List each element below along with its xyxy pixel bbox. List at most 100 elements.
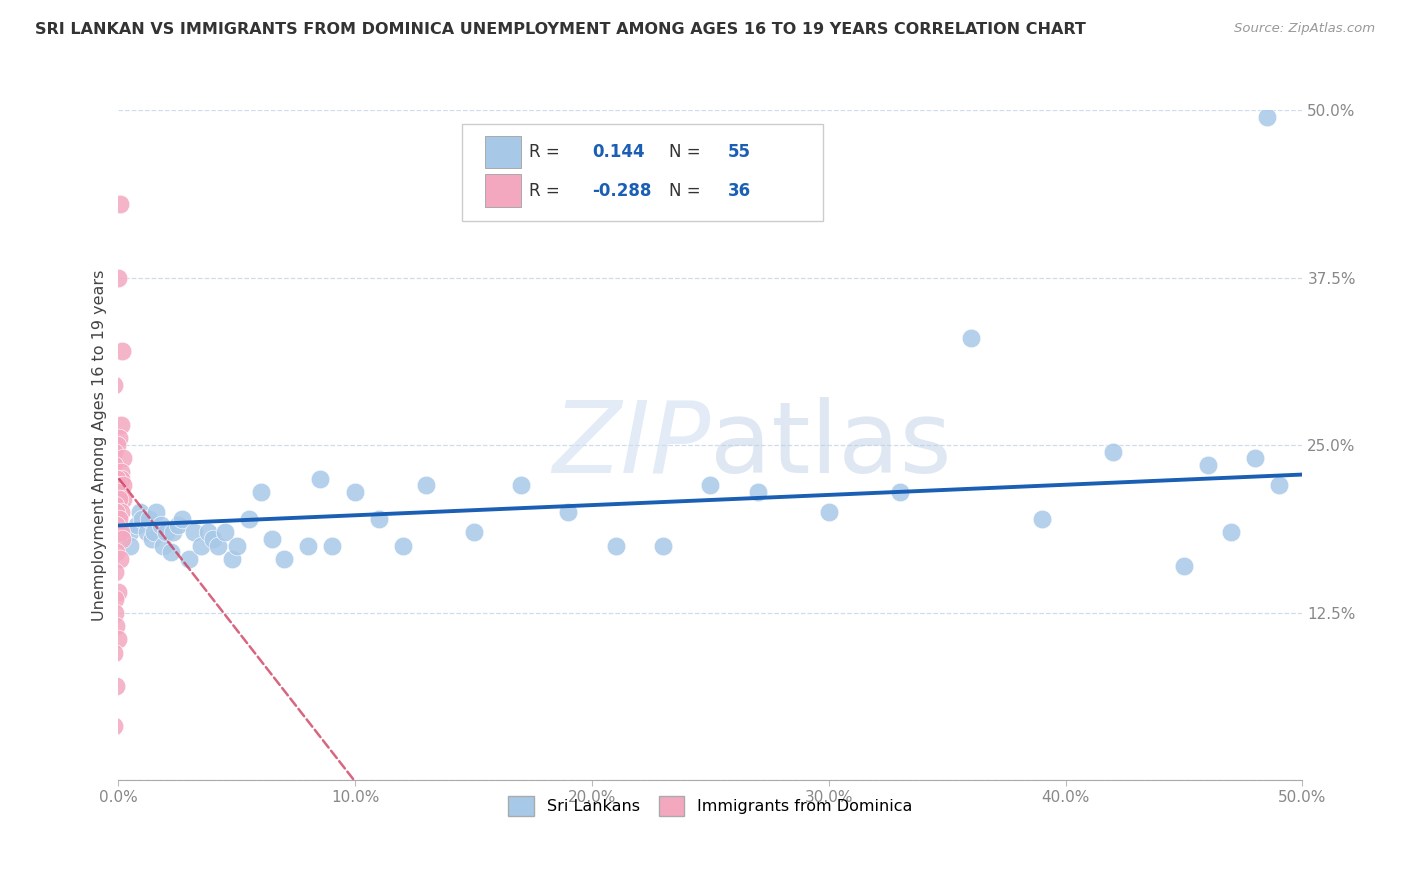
Point: [150, 518, 173, 533]
Point: [103, 719, 125, 733]
Point: [103, 377, 125, 392]
Point: [308, 472, 330, 486]
Point: [104, 592, 127, 607]
Point: [107, 491, 129, 506]
Point: [105, 438, 128, 452]
Point: [103, 646, 125, 660]
Point: [166, 518, 188, 533]
Text: ZIP: ZIP: [553, 397, 710, 493]
Point: [391, 539, 413, 553]
Point: [110, 525, 132, 540]
Point: [207, 539, 229, 553]
Point: [190, 539, 212, 553]
Point: [120, 525, 142, 540]
Point: [1220, 525, 1243, 540]
Point: [202, 532, 225, 546]
Point: [135, 525, 157, 540]
Text: SRI LANKAN VS IMMIGRANTS FROM DOMINICA UNEMPLOYMENT AMONG AGES 16 TO 19 YEARS CO: SRI LANKAN VS IMMIGRANTS FROM DOMINICA U…: [35, 22, 1085, 37]
Point: [111, 491, 134, 506]
Point: [107, 478, 129, 492]
Y-axis label: Unemployment Among Ages 16 to 19 years: Unemployment Among Ages 16 to 19 years: [93, 269, 107, 621]
Point: [131, 512, 153, 526]
Point: [159, 545, 181, 559]
Point: [699, 478, 721, 492]
Point: [415, 478, 437, 492]
Bar: [485, 175, 522, 207]
Point: [214, 525, 236, 540]
Point: [1173, 558, 1195, 573]
Point: [104, 566, 127, 580]
Point: [107, 632, 129, 647]
Point: [1102, 444, 1125, 458]
Point: [368, 512, 391, 526]
Bar: [485, 136, 522, 169]
Text: -0.288: -0.288: [592, 182, 651, 200]
Text: R =: R =: [529, 182, 565, 200]
Point: [172, 512, 194, 526]
Legend: Sri Lankans, Immigrants from Dominica: Sri Lankans, Immigrants from Dominica: [502, 790, 920, 822]
Point: [104, 545, 127, 559]
Point: [107, 485, 129, 500]
Point: [463, 525, 485, 540]
Point: [110, 532, 132, 546]
Point: [105, 518, 128, 533]
Point: [155, 525, 177, 540]
Point: [1268, 478, 1291, 492]
Point: [103, 444, 125, 458]
Point: [138, 512, 160, 526]
Point: [1256, 110, 1278, 124]
Point: [889, 485, 911, 500]
Point: [152, 539, 174, 553]
Point: [221, 552, 243, 566]
Point: [238, 512, 260, 526]
Point: [162, 525, 184, 540]
Point: [818, 505, 841, 519]
Text: 0.144: 0.144: [592, 144, 645, 161]
Point: [110, 465, 132, 479]
Point: [110, 344, 132, 359]
Point: [108, 512, 131, 526]
Point: [1031, 512, 1053, 526]
Text: 36: 36: [728, 182, 751, 200]
Point: [183, 525, 205, 540]
Point: [321, 539, 343, 553]
Point: [344, 485, 367, 500]
Point: [110, 472, 132, 486]
Point: [120, 539, 142, 553]
Point: [108, 431, 131, 445]
Point: [273, 552, 295, 566]
Point: [197, 525, 219, 540]
Point: [557, 505, 579, 519]
Point: [1197, 458, 1219, 472]
Point: [145, 505, 167, 519]
Text: R =: R =: [529, 144, 565, 161]
Point: [1244, 451, 1267, 466]
Text: Source: ZipAtlas.com: Source: ZipAtlas.com: [1234, 22, 1375, 36]
Point: [510, 478, 533, 492]
Point: [262, 532, 284, 546]
Point: [107, 585, 129, 599]
Point: [179, 552, 201, 566]
Point: [127, 518, 149, 533]
Point: [960, 331, 983, 345]
Point: [108, 197, 131, 211]
Point: [249, 485, 271, 500]
Point: [104, 679, 127, 693]
Point: [105, 472, 128, 486]
Point: [107, 270, 129, 285]
Point: [652, 539, 675, 553]
Text: N =: N =: [669, 144, 706, 161]
Point: [104, 606, 127, 620]
Point: [297, 539, 319, 553]
Text: 55: 55: [728, 144, 751, 161]
Point: [141, 532, 163, 546]
Text: atlas: atlas: [710, 397, 952, 493]
Point: [110, 417, 132, 432]
Point: [104, 505, 127, 519]
Point: [111, 478, 134, 492]
Point: [225, 539, 247, 553]
Point: [104, 619, 127, 633]
FancyBboxPatch shape: [461, 124, 823, 220]
Point: [110, 505, 132, 519]
Text: N =: N =: [669, 182, 706, 200]
